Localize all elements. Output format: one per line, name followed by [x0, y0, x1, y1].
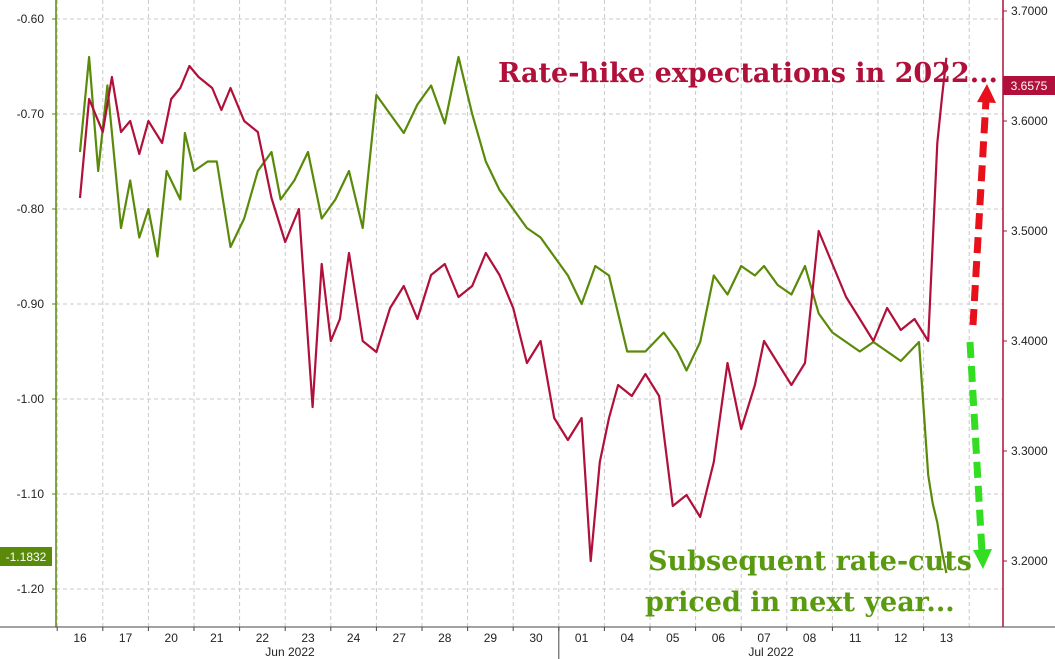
last-value-tags: 3.6575 -1.1832: [0, 76, 1055, 566]
x-tick-label: 21: [210, 631, 224, 645]
green-last-value-tag: [0, 547, 52, 566]
right-tick-label: 3.5000: [1011, 224, 1048, 238]
green-down-arrow-shaft: [966, 341, 986, 553]
x-tick-label: 22: [256, 631, 270, 645]
left-tick-label: -1.20: [17, 582, 45, 596]
annotation-rate-cuts-line1: Subsequent rate-cuts: [648, 546, 972, 577]
x-tick-label: 12: [894, 631, 908, 645]
annotation-rate-cuts-line2: priced in next year...: [645, 587, 955, 618]
green-down-arrow-head: [973, 549, 992, 569]
left-tick-label: -0.60: [17, 12, 45, 26]
green-series-line: [78, 55, 948, 574]
x-tick-label: 16: [73, 631, 87, 645]
x-tick-label: 05: [666, 631, 680, 645]
right-tick-label: 3.2000: [1011, 554, 1048, 568]
x-tick-label: 24: [347, 631, 361, 645]
x-tick-label: 07: [757, 631, 771, 645]
right-tick-label: 3.4000: [1011, 334, 1048, 348]
red-last-value-tag: [1003, 76, 1055, 95]
series-group: [78, 55, 948, 574]
grid: [56, 0, 1003, 627]
x-tick-label: 30: [529, 631, 543, 645]
x-tick-label: 01: [575, 631, 589, 645]
x-tick-label: 06: [712, 631, 726, 645]
annotation-rate-hike: Rate-hike expectations in 2022...: [498, 58, 998, 89]
x-tick-label: 17: [119, 631, 133, 645]
x-tick-label: 23: [301, 631, 315, 645]
x-tick-label: 29: [484, 631, 498, 645]
left-tick-label: -0.90: [17, 297, 45, 311]
right-tick-label: 3.6000: [1011, 114, 1048, 128]
left-tick-label: -0.80: [17, 202, 45, 216]
x-tick-label: 27: [393, 631, 407, 645]
x-tick-label: 20: [165, 631, 179, 645]
month-label-jun: Jun 2022: [265, 645, 315, 659]
annotation-arrows: [966, 84, 996, 569]
right-tick-label: 3.7000: [1011, 4, 1048, 18]
red-series-line: [78, 57, 948, 563]
left-tick-label: -1.00: [17, 392, 45, 406]
right-tick-label: 3.3000: [1011, 444, 1048, 458]
x-tick-label: 28: [438, 631, 452, 645]
x-tick-label: 11: [849, 631, 862, 645]
left-tick-label: -1.10: [17, 487, 45, 501]
green-last-value-label: -1.1832: [6, 550, 47, 564]
x-tick-label: 04: [621, 631, 635, 645]
red-last-value-label: 3.6575: [1011, 79, 1048, 93]
x-tick-label: 13: [940, 631, 954, 645]
red-up-arrow-shaft: [969, 99, 990, 326]
x-tick-label: 08: [803, 631, 817, 645]
month-label-jul: Jul 2022: [748, 645, 794, 659]
left-tick-label: -0.70: [17, 107, 45, 121]
red-up-arrow-head: [977, 84, 996, 103]
